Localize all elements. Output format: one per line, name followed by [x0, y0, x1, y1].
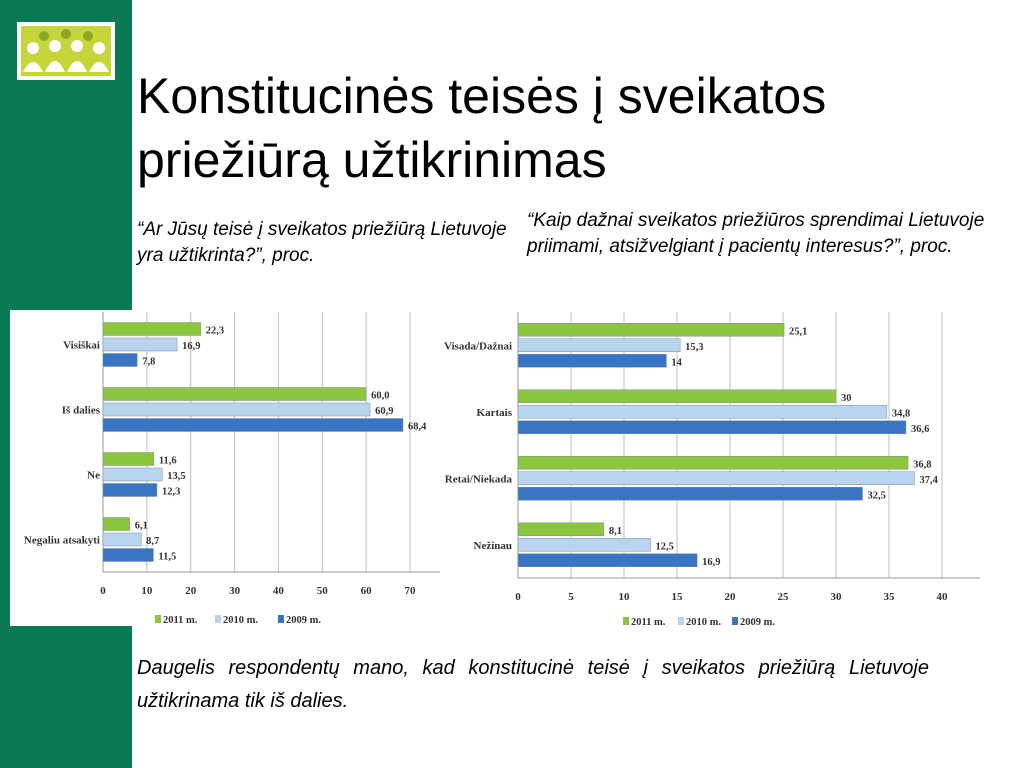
question-right: “Kaip dažnai sveikatos priežiūros sprend… — [527, 210, 985, 257]
x-tick-label: 5 — [568, 591, 574, 603]
bar-value-label: 15,3 — [685, 342, 703, 353]
legend-label: 2010 m. — [686, 617, 721, 626]
bar — [102, 353, 138, 367]
x-tick-label: 0 — [515, 591, 521, 603]
x-tick-label: 30 — [831, 591, 843, 603]
chart-background — [10, 310, 440, 626]
category-label: Nežinau — [474, 540, 513, 552]
legend-label: 2010 m. — [223, 615, 258, 626]
bar-value-label: 60,0 — [371, 391, 389, 402]
x-tick-label: 25 — [778, 591, 790, 603]
bar — [517, 538, 651, 552]
x-tick-label: 10 — [619, 591, 631, 603]
x-tick-label: 10 — [141, 585, 153, 597]
legend-swatch — [155, 615, 161, 623]
category-label: Visada/Dažnai — [444, 340, 512, 352]
bar — [517, 389, 837, 403]
category-label: Kartais — [477, 407, 513, 419]
bar-value-label: 32,5 — [868, 490, 886, 501]
category-label: Ne — [87, 470, 100, 482]
question-left: “Ar Jūsų teisė į sveikatos priežiūrą Lie… — [137, 219, 507, 266]
x-tick-label: 30 — [229, 585, 241, 597]
legend-label: 2011 m. — [163, 615, 198, 626]
bar-value-label: 60,9 — [375, 406, 393, 417]
people-logo-icon — [17, 22, 115, 80]
bar-value-label: 36,8 — [913, 459, 931, 470]
bar-value-label: 16,9 — [182, 341, 200, 352]
chart-rights-guaranteed: 0 10 20 30 40 50 60 70 Visiškai 22,3 16,9 7,8 Iš dal… — [10, 310, 440, 626]
bar-value-label: 14 — [671, 357, 682, 368]
bar-value-label: 16,9 — [702, 557, 720, 568]
bar — [102, 452, 155, 466]
x-tick-label: 40 — [937, 591, 949, 603]
bar — [517, 487, 863, 501]
bar-value-label: 6,1 — [135, 521, 148, 532]
bar — [517, 323, 785, 337]
bar — [517, 354, 667, 368]
bar-value-label: 11,6 — [159, 456, 177, 467]
bar — [102, 548, 154, 562]
bar-value-label: 8,1 — [609, 526, 622, 537]
x-tick-label: 50 — [317, 585, 329, 597]
legend-swatch — [278, 615, 284, 623]
bar — [517, 338, 681, 352]
x-tick-label: 0 — [100, 585, 106, 597]
x-tick-label: 60 — [361, 585, 373, 597]
bar-value-label: 7,8 — [142, 357, 155, 368]
slide-title: Konstitucinės teisės į sveikatos priežiū… — [137, 68, 827, 188]
bar-value-label: 13,5 — [167, 471, 185, 482]
bar — [102, 387, 367, 401]
category-label: Retai/Niekada — [445, 473, 513, 485]
bar-value-label: 37,4 — [919, 475, 938, 486]
x-tick-label: 15 — [672, 591, 684, 603]
bar-value-label: 68,4 — [408, 422, 427, 433]
x-tick-label: 35 — [884, 591, 896, 603]
bar-value-label: 11,5 — [158, 552, 176, 563]
x-tick-label: 20 — [185, 585, 197, 597]
legend-swatch — [732, 617, 738, 625]
bar — [517, 420, 907, 434]
bar — [102, 467, 163, 482]
bar — [102, 532, 142, 547]
bar — [102, 337, 178, 352]
bar — [517, 553, 698, 567]
conclusion-text: Daugelis respondentų mano, kad konstituc… — [137, 657, 929, 712]
category-label: Iš dalies — [62, 405, 101, 417]
legend-swatch — [215, 615, 221, 623]
legend-label: 2011 m. — [631, 617, 666, 626]
chart-patient-interests: 0 5 10 15 20 25 30 35 40 Visada/Dažnai 25,1 15,314 K… — [444, 312, 980, 626]
bar — [517, 522, 605, 536]
legend-swatch — [678, 617, 684, 625]
bar-value-label: 34,8 — [892, 408, 910, 419]
bar-value-label: 12,5 — [656, 541, 674, 552]
bar-value-label: 8,7 — [146, 536, 159, 547]
bar-value-label: 30 — [841, 393, 852, 404]
legend-label: 2009 m. — [286, 615, 321, 626]
bar — [102, 322, 202, 336]
bar-value-label: 12,3 — [162, 487, 180, 498]
category-label: Negaliu atsakyti — [24, 535, 100, 547]
x-tick-label: 70 — [405, 585, 417, 597]
legend-label: 2009 m. — [740, 617, 775, 626]
bar-value-label: 22,3 — [206, 326, 224, 337]
bar — [102, 418, 404, 432]
bar — [102, 483, 158, 497]
x-tick-label: 40 — [273, 585, 285, 597]
bar — [517, 456, 909, 470]
bar — [102, 402, 371, 417]
x-tick-label: 20 — [725, 591, 737, 603]
category-label: Visiškai — [63, 340, 100, 352]
legend-swatch — [623, 617, 629, 625]
bar — [102, 517, 131, 531]
bar-value-label: 36,6 — [911, 424, 929, 435]
bar — [517, 471, 915, 485]
bar-value-label: 25,1 — [789, 326, 807, 337]
bar — [517, 405, 888, 419]
